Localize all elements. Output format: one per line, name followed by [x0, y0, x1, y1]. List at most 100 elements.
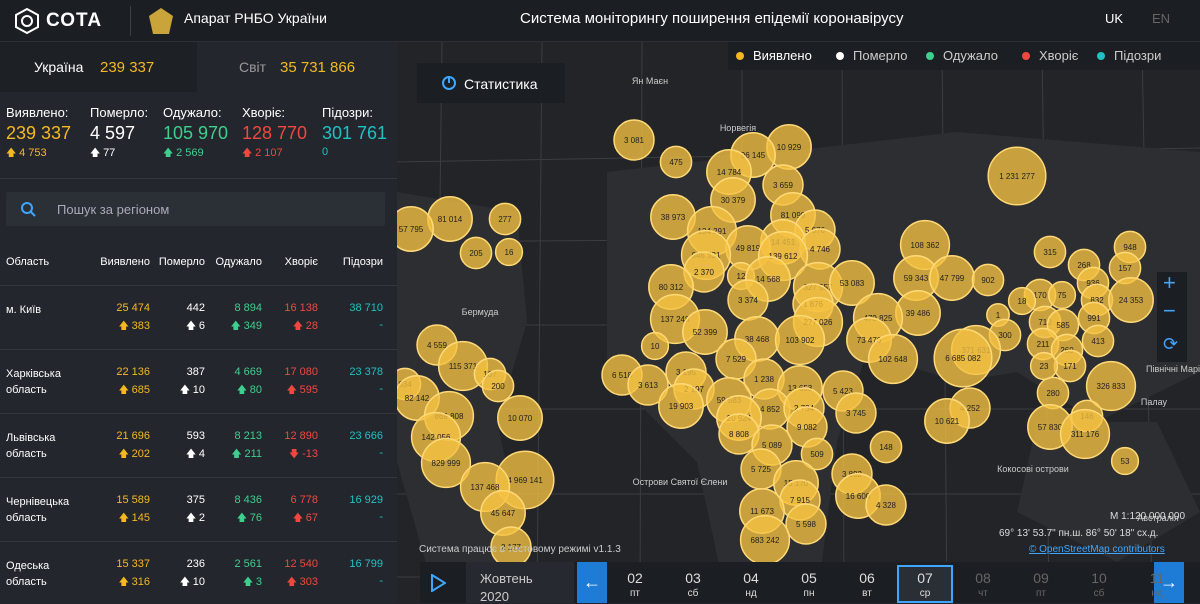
bubble[interactable] — [867, 333, 919, 385]
region-name[interactable]: Чернівецька область — [6, 496, 70, 524]
day[interactable]: 06 — [859, 570, 875, 586]
legend-dot — [736, 52, 744, 60]
bubble[interactable] — [800, 437, 834, 471]
cell-delta: 202 — [119, 447, 150, 464]
bubble[interactable] — [829, 260, 875, 306]
bubble-label: 137 468 — [471, 483, 500, 492]
day[interactable]: 11 — [1149, 570, 1165, 586]
bubble[interactable] — [1059, 408, 1111, 460]
header: СОТА Апарат РНБО України Система монітор… — [0, 0, 1200, 42]
lang-en[interactable]: EN — [1152, 11, 1171, 26]
cell-delta: 4 — [186, 447, 205, 464]
bubble[interactable] — [1108, 277, 1154, 323]
region-name[interactable]: Харківська область — [6, 368, 61, 396]
day[interactable]: 08 — [975, 570, 991, 586]
logo[interactable]: СОТА — [46, 10, 103, 31]
lang-uk[interactable]: UK — [1105, 11, 1124, 26]
bubble-label: 23 — [1040, 362, 1049, 371]
bubble[interactable] — [397, 206, 434, 252]
stats-label: Статистика — [464, 76, 538, 92]
legend-label[interactable]: Померло — [853, 48, 908, 63]
row-divider — [0, 285, 397, 286]
reset[interactable]: ⟳ — [1163, 334, 1179, 354]
tab-ukraine[interactable] — [0, 42, 197, 92]
bubble[interactable] — [459, 236, 493, 270]
zoom-out[interactable]: − — [1163, 298, 1176, 323]
region-name[interactable]: м. Київ — [6, 304, 42, 316]
day[interactable]: 10 — [1091, 570, 1107, 586]
month-select[interactable] — [466, 562, 574, 603]
bubble[interactable] — [682, 309, 728, 355]
cell-value: 15 337 — [116, 558, 150, 570]
zoom — [1157, 272, 1187, 362]
weekday: чт — [978, 588, 988, 599]
bubble[interactable] — [613, 119, 655, 161]
tab-label[interactable]: Світ — [239, 59, 267, 75]
year: 2020 — [480, 589, 509, 604]
day[interactable]: 07 — [917, 570, 933, 586]
zoom-in[interactable]: + — [1163, 270, 1176, 295]
cell-value: 8 894 — [234, 302, 262, 314]
bubble[interactable] — [987, 146, 1047, 206]
day[interactable]: 05 — [801, 570, 817, 586]
bubble[interactable] — [420, 437, 472, 489]
row-divider — [0, 349, 397, 350]
app-title: Система моніторингу поширення епідемії к… — [520, 10, 904, 27]
bubble-label: 3 745 — [846, 409, 867, 418]
bubble[interactable] — [497, 395, 543, 441]
place-label: Бермуда — [462, 307, 499, 317]
bubble[interactable] — [924, 398, 970, 444]
attribution[interactable]: © OpenStreetMap contributors — [1029, 544, 1165, 555]
bubble[interactable] — [785, 503, 827, 545]
bubble-label: 10 621 — [935, 417, 960, 426]
bubble[interactable] — [494, 237, 524, 267]
cell-value: 236 — [186, 558, 205, 570]
legend-label[interactable]: Підозри — [1114, 48, 1162, 63]
bubble[interactable] — [869, 430, 903, 464]
day[interactable]: 09 — [1033, 570, 1049, 586]
table-header: Хворіє — [284, 256, 318, 268]
bubble[interactable] — [835, 392, 877, 434]
notice: Система працює в тестовому режимі v1.1.3 — [419, 544, 621, 555]
stats-button[interactable] — [417, 63, 565, 103]
day[interactable]: 03 — [685, 570, 701, 586]
bubble[interactable] — [971, 263, 1005, 297]
legend-label[interactable]: Виявлено — [753, 48, 812, 63]
bubble[interactable] — [1085, 360, 1137, 412]
bubble[interactable] — [1110, 446, 1140, 476]
bubble[interactable] — [933, 328, 993, 388]
bubble[interactable] — [659, 145, 693, 179]
day[interactable]: 02 — [627, 570, 643, 586]
bubble-label: 82 142 — [405, 394, 430, 403]
bubble[interactable] — [627, 364, 669, 406]
bubble[interactable] — [488, 202, 522, 236]
bubble[interactable] — [865, 484, 907, 526]
bubble[interactable] — [1047, 280, 1077, 310]
search-box[interactable] — [6, 192, 385, 226]
bubble[interactable] — [774, 314, 826, 366]
bubble-label: 7 915 — [790, 496, 811, 505]
weekday: пн — [803, 588, 815, 599]
weekday: сб — [687, 588, 699, 599]
region-name[interactable]: Львівська область — [6, 432, 56, 460]
bubble[interactable] — [1007, 286, 1037, 316]
day[interactable]: 04 — [743, 570, 759, 586]
bubble[interactable] — [481, 369, 515, 403]
legend-label[interactable]: Хворіє — [1039, 48, 1079, 63]
region-name[interactable]: Одеська область — [6, 560, 50, 588]
cell-delta: 10 — [180, 383, 205, 400]
cell-delta: 685 — [119, 383, 150, 400]
cell-delta: 3 — [243, 575, 262, 592]
bubble[interactable] — [1081, 324, 1115, 358]
bubble-label: 148 — [879, 443, 893, 452]
next[interactable]: → — [1154, 562, 1184, 603]
bubble[interactable] — [658, 383, 704, 429]
legend-label[interactable]: Одужало — [943, 48, 998, 63]
prev[interactable]: ← — [577, 562, 607, 603]
bubble[interactable] — [1033, 235, 1067, 269]
table-header: Область — [6, 256, 50, 268]
bubble-label: 14 784 — [717, 168, 742, 177]
play[interactable] — [430, 574, 446, 592]
weekday: нд — [1151, 588, 1163, 599]
bubble[interactable] — [640, 331, 670, 361]
